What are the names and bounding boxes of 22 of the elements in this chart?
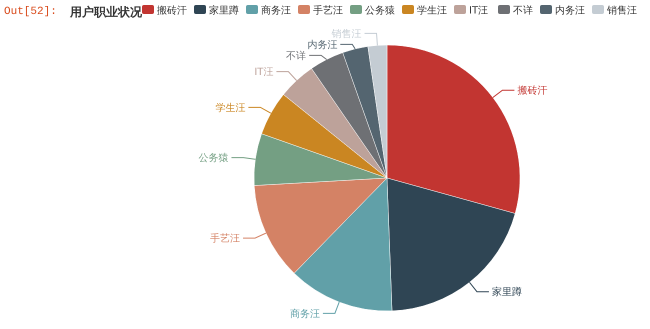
text: Out[52]: [4, 6, 57, 18]
slice-label: 手艺汪 [210, 232, 240, 245]
slice-label: 家里蹲 [492, 286, 522, 298]
legend-label: 销售汪 [606, 4, 637, 16]
slice-label: 不详 [286, 50, 306, 62]
legend-label: 搬砖汗 [157, 4, 187, 16]
legend-label: 商务汪 [261, 4, 291, 16]
slice-label: 搬砖汗 [517, 84, 548, 97]
slice-label: 销售汪 [330, 28, 362, 40]
legend-label: 家里蹲 [209, 4, 239, 16]
slice-label: IT汪 [254, 66, 274, 78]
slice-label: 内务汪 [307, 38, 338, 51]
legend-label: 内务汪 [555, 4, 585, 16]
legend-label: IT汪 [469, 4, 488, 16]
legend-label: 手艺汪 [313, 4, 343, 16]
slice-label: 学生汪 [215, 102, 246, 114]
chart-title: 用户职业状况 [69, 5, 143, 19]
slice-label: 公务猿 [198, 152, 228, 164]
legend-label: 公务猿 [365, 4, 395, 16]
legend-label: 不详 [513, 4, 533, 16]
slice-label: 商务汪 [290, 308, 320, 320]
legend-label: 学生汪 [417, 4, 447, 16]
